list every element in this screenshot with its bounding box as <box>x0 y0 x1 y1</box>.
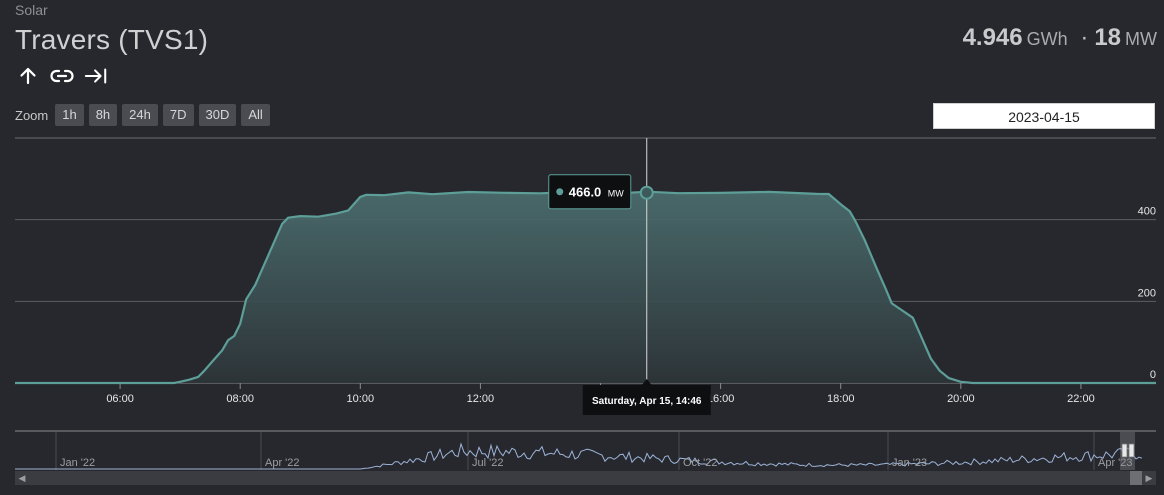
value-tooltip: 466.0 MW <box>548 174 632 210</box>
energy-value: 4.946 <box>962 24 1023 51</box>
time-label-text: Saturday, Apr 15, 14:46 <box>592 396 702 407</box>
zoom-8h-button[interactable]: 8h <box>88 104 118 126</box>
y-tick-label: 400 <box>1138 206 1156 218</box>
link-icon[interactable] <box>50 64 74 88</box>
energy-summary: 4.946 GWh · 18 MW <box>963 24 1157 52</box>
page-title: Travers (TVS1) <box>15 24 209 55</box>
x-tick-label: 16:00 <box>707 393 735 405</box>
time-label: Saturday, Apr 15, 14:46 <box>582 379 711 415</box>
zoom-controls: Zoom 1h 8h 24h 7D 30D All <box>15 104 270 126</box>
power-series-line <box>15 190 1156 385</box>
x-tick-label: 12:00 <box>467 393 495 405</box>
navigator-series <box>15 442 1143 470</box>
zoom-7d-button[interactable]: 7D <box>162 104 194 126</box>
arrow-to-end-icon[interactable] <box>84 64 108 88</box>
horizontal-scrollbar[interactable]: ◀ ▶ <box>15 471 1156 485</box>
zoom-1h-button[interactable]: 1h <box>55 104 84 126</box>
zoom-label: Zoom <box>15 107 49 123</box>
scroll-right-icon[interactable]: ▶ <box>1145 472 1153 483</box>
y-tick-label: 0 <box>1150 369 1156 381</box>
power-unit: MW <box>1125 29 1157 49</box>
navigator-label: Jan '23 <box>892 457 927 469</box>
navigator-selection[interactable] <box>1120 432 1135 470</box>
navigator-label: Jan '22 <box>60 457 95 469</box>
category-label: Solar <box>15 2 48 18</box>
navigator-label: Apr '22 <box>265 457 300 469</box>
navigator-label: Jul '22 <box>472 457 503 469</box>
x-tick-label: 18:00 <box>827 393 855 405</box>
x-tick-label: 06:00 <box>106 393 134 405</box>
navigator-handle-right[interactable] <box>1128 443 1135 458</box>
summary-separator: · <box>1080 24 1089 51</box>
y-tick-label: 200 <box>1138 287 1156 299</box>
navigator-handle-left[interactable] <box>1121 443 1128 458</box>
navigator[interactable]: Jan '22 Apr '22 Jul '22 Oct '22 Jan '23 Apr '… <box>15 430 1156 470</box>
zoom-24h-button[interactable]: 24h <box>122 104 158 126</box>
navigator-label: Apr '23 <box>1098 457 1133 469</box>
tooltip-unit: MW <box>608 189 624 199</box>
power-value: 18 <box>1094 24 1122 51</box>
zoom-30d-button[interactable]: 30D <box>198 104 237 126</box>
x-tick-label: 10:00 <box>347 393 375 405</box>
zoom-all-button[interactable]: All <box>241 104 270 126</box>
tooltip-value: 466.0 <box>569 185 602 200</box>
x-tick-label: 08:00 <box>226 393 254 405</box>
energy-unit: GWh <box>1026 29 1068 49</box>
x-tick-label: 20:00 <box>947 393 975 405</box>
up-arrow-icon[interactable] <box>16 64 40 88</box>
hover-point <box>639 185 654 200</box>
power-series-area <box>15 191 1156 383</box>
x-tick-label: 22:00 <box>1067 393 1095 405</box>
navigator-label: Oct '22 <box>683 457 718 469</box>
scroll-left-icon[interactable]: ◀ <box>18 472 26 483</box>
date-input[interactable]: 2023-04-15 <box>933 103 1155 129</box>
action-bar <box>16 64 108 88</box>
tooltip-series-dot <box>556 188 564 196</box>
scroll-thumb[interactable] <box>1130 471 1142 485</box>
